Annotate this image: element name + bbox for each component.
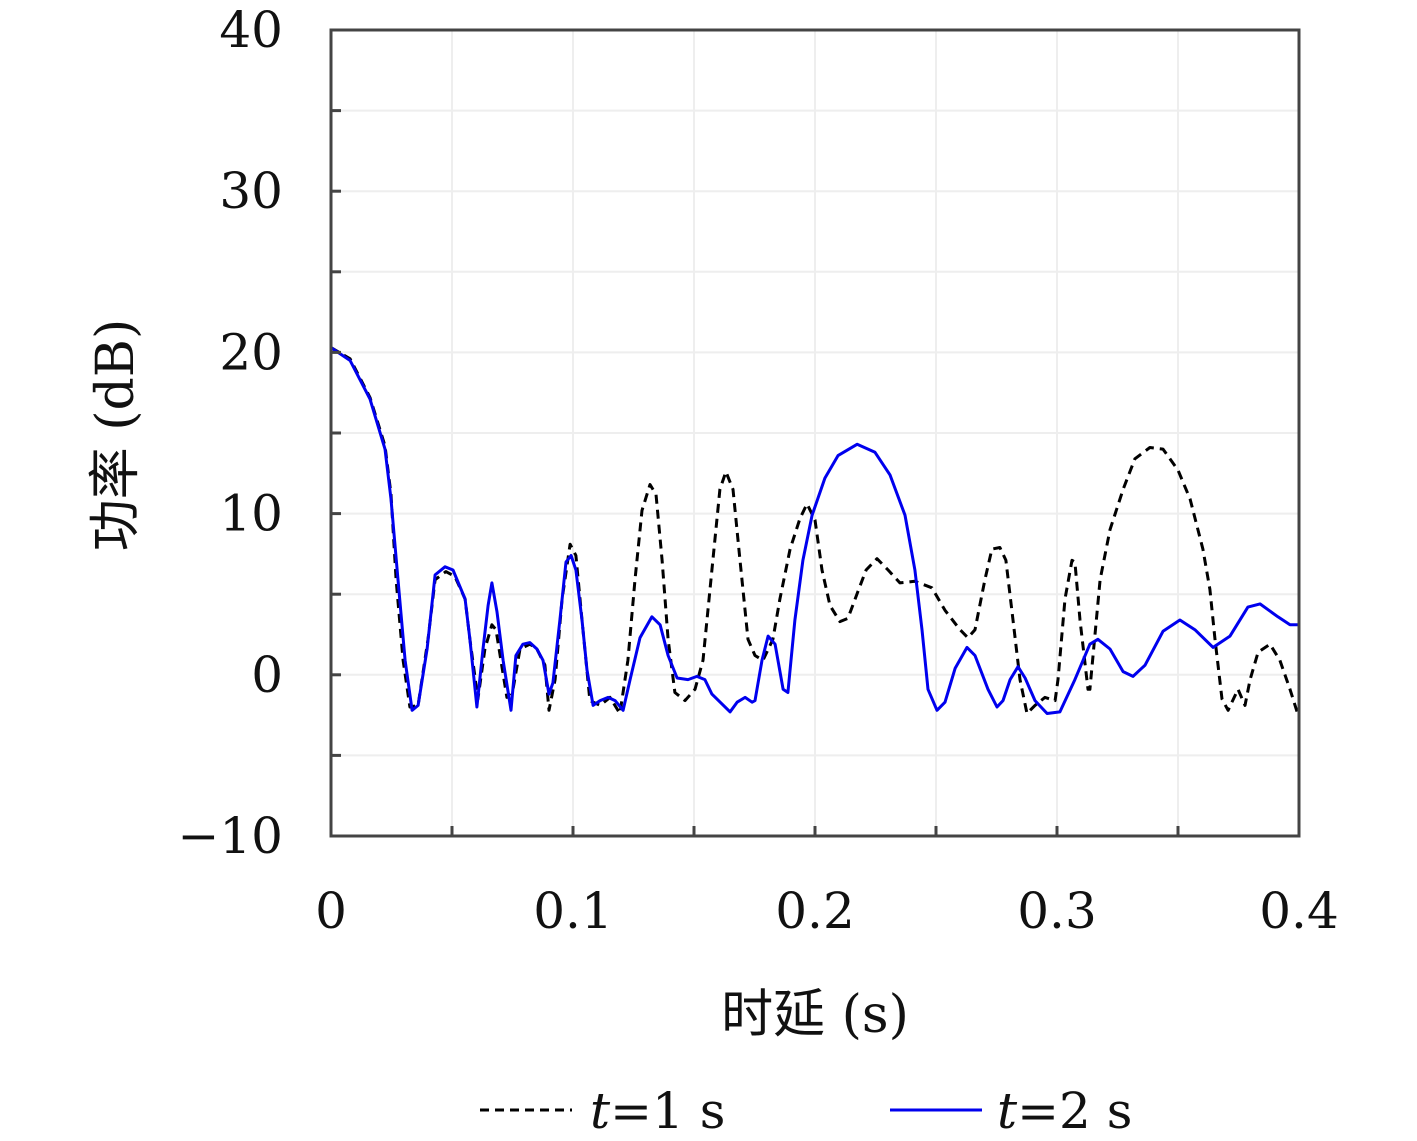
legend-item-t2: t=2 s bbox=[890, 1082, 1132, 1140]
legend-label-t2: t=2 s bbox=[997, 1082, 1132, 1140]
y-axis-title: 功率 (dB) bbox=[86, 319, 146, 552]
y-tick-label: 0 bbox=[251, 646, 283, 704]
x-tick-label: 0 bbox=[315, 882, 347, 940]
legend-label-t1: t=1 s bbox=[590, 1082, 725, 1140]
x-tick-label: 0.2 bbox=[775, 882, 855, 940]
y-tick-label: 30 bbox=[219, 162, 283, 220]
grid-lines bbox=[330, 29, 1300, 837]
series-line-1 bbox=[330, 346, 1299, 715]
plot-frame bbox=[329, 28, 1301, 838]
tick-labels: 0 0.1 0.2 0.3 0.4 −10 0 10 20 30 40 bbox=[177, 1, 1338, 940]
y-tick-label: 10 bbox=[219, 485, 283, 543]
series-line-2 bbox=[330, 346, 1299, 715]
x-axis-title: 时延 (s) bbox=[721, 985, 909, 1045]
y-tick-label: 40 bbox=[219, 1, 283, 59]
y-tick-label: −10 bbox=[177, 807, 283, 865]
x-tick-label: 0.1 bbox=[533, 882, 613, 940]
x-tick-label: 0.4 bbox=[1259, 882, 1339, 940]
legend: t=1 s t=2 s bbox=[480, 1082, 1132, 1140]
y-tick-label: 20 bbox=[219, 323, 283, 381]
series-group bbox=[330, 346, 1299, 715]
legend-item-t1: t=1 s bbox=[480, 1082, 725, 1140]
x-tick-label: 0.3 bbox=[1017, 882, 1097, 940]
